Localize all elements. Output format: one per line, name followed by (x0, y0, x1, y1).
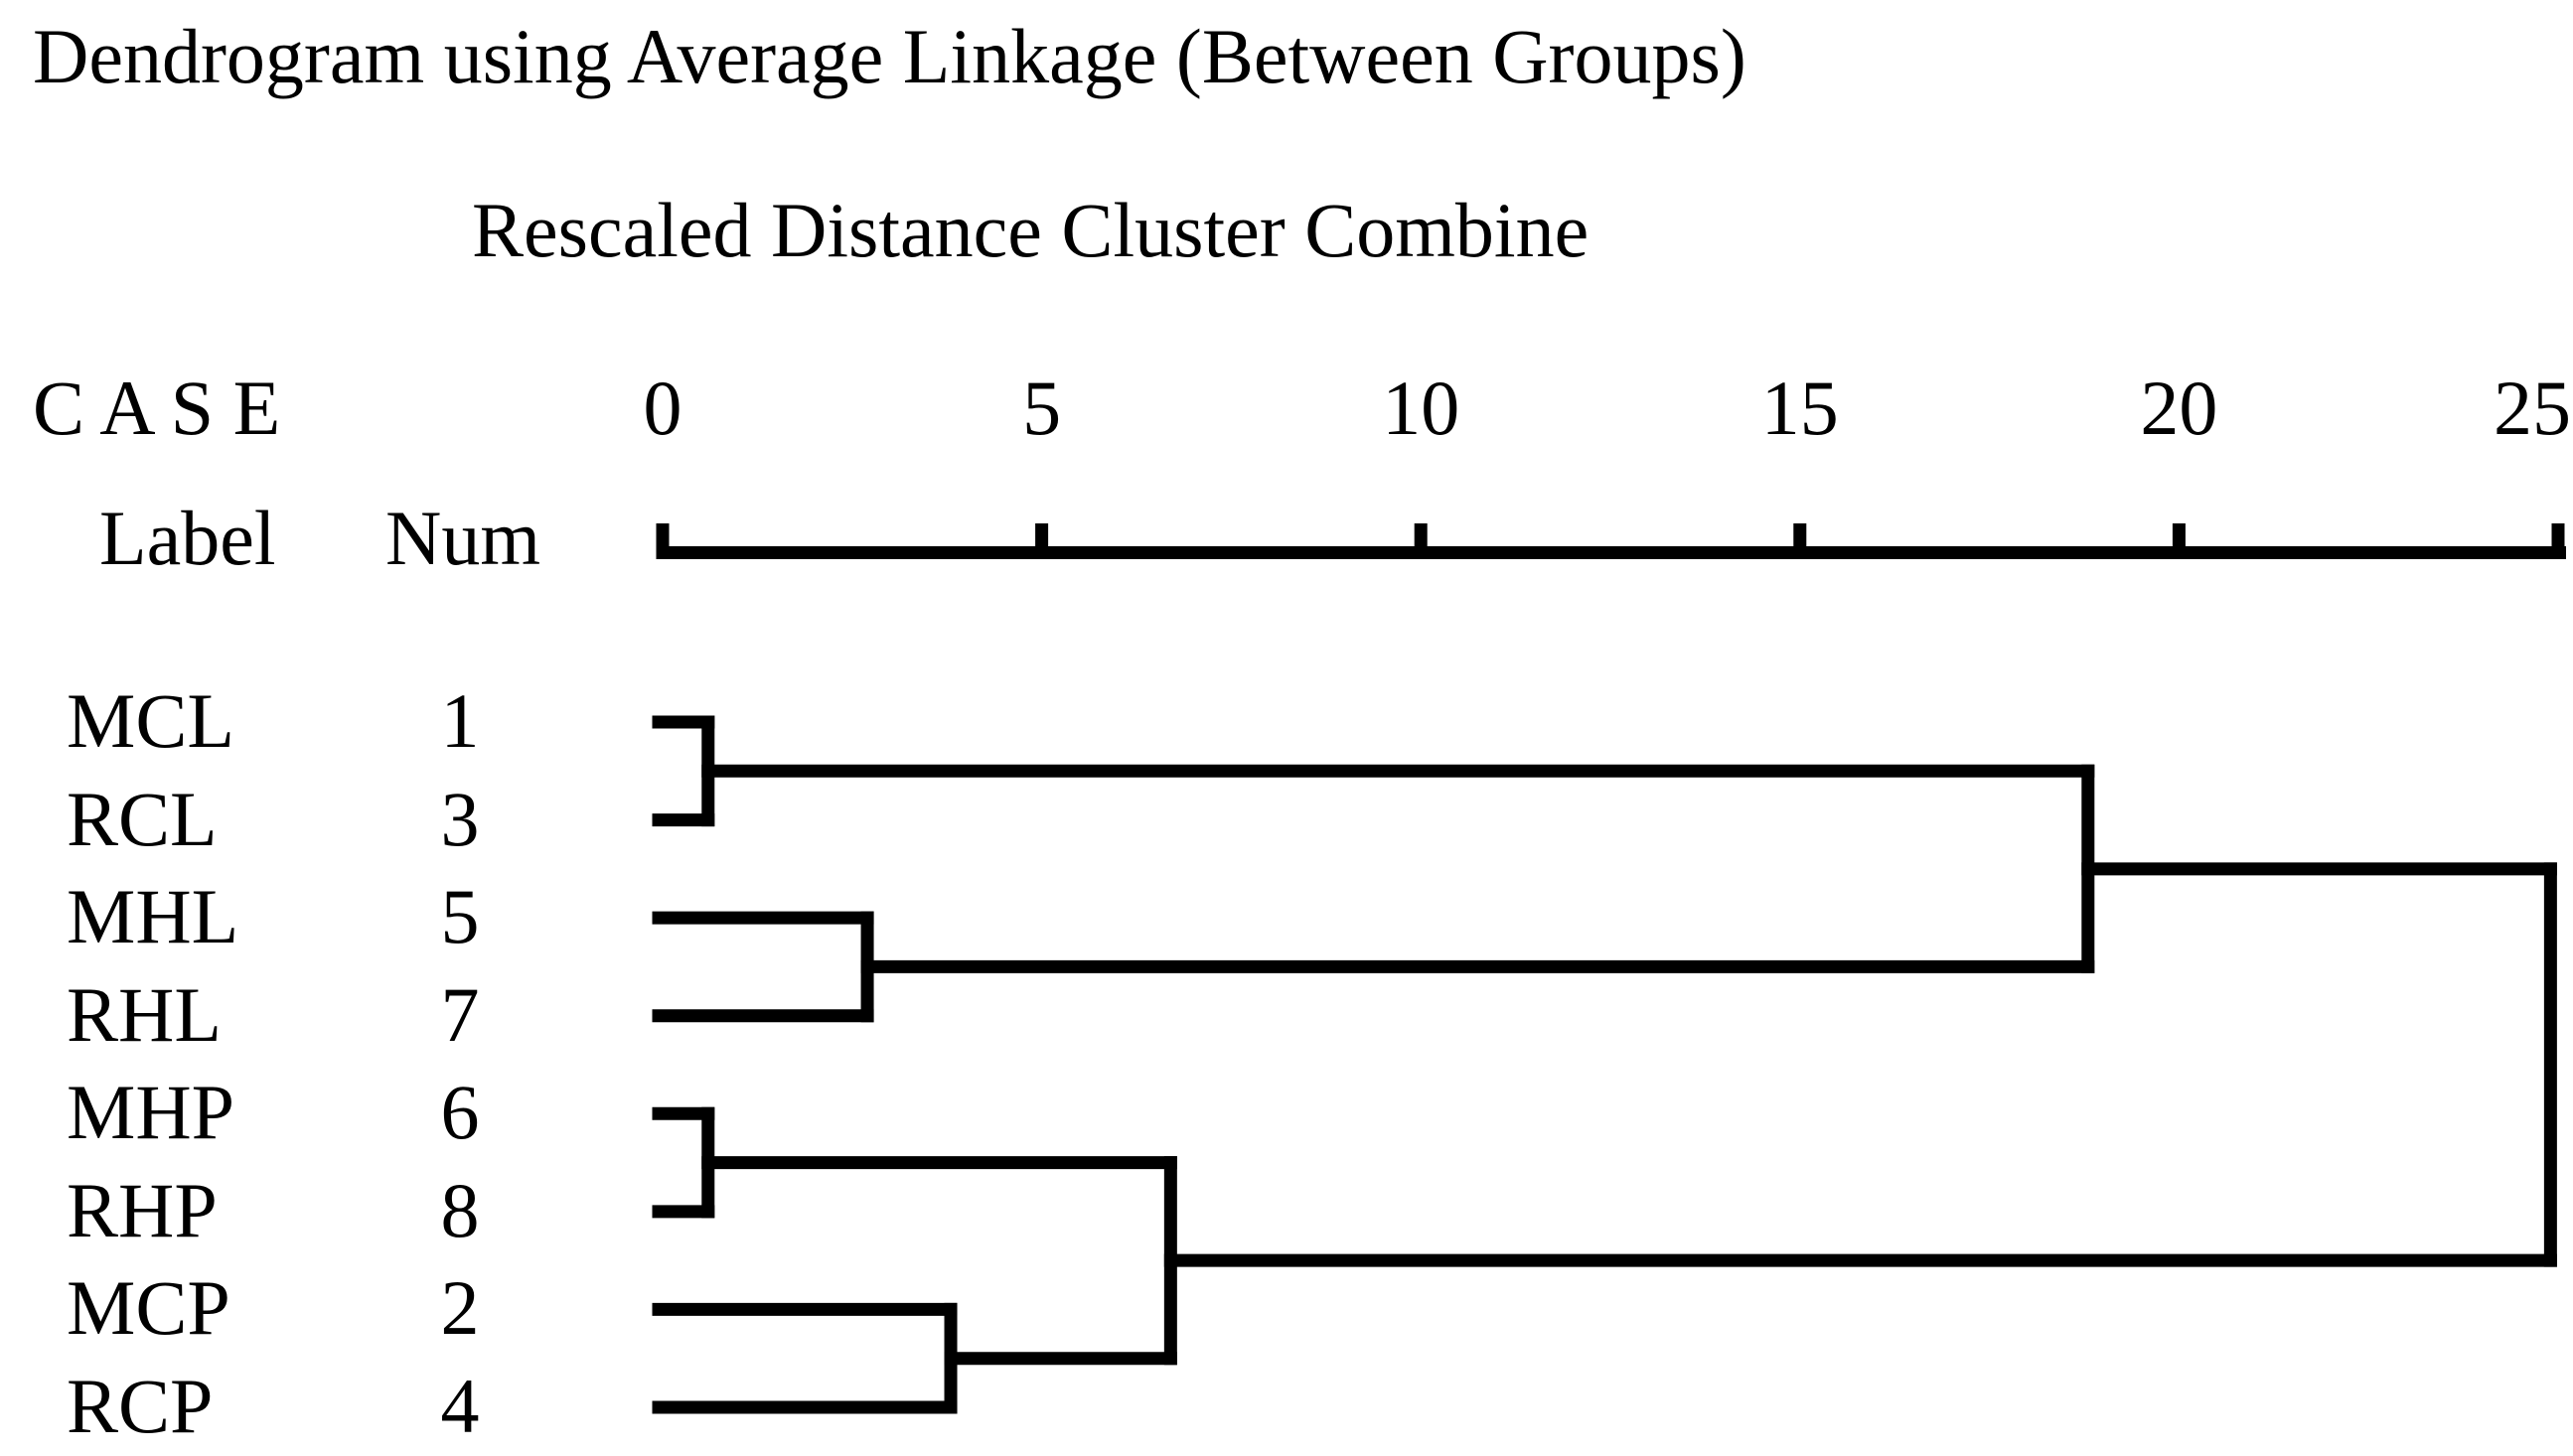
axis-tick-mark (1793, 523, 1807, 559)
leaf-label: MHL (67, 873, 239, 960)
leaf-num: 1 (440, 677, 480, 764)
axis-baseline (656, 546, 2566, 559)
leaf-num: 7 (440, 970, 480, 1058)
column-header-label: Label (99, 495, 276, 581)
leaf-num: 3 (440, 775, 480, 862)
axis-tick-mark (2172, 523, 2186, 559)
leaf-num: 6 (440, 1069, 480, 1156)
axis-tick-mark (1035, 523, 1049, 559)
axis-tick-label: 0 (643, 364, 682, 451)
axis-tick-mark (656, 523, 670, 559)
axis-tick-label: 25 (2494, 364, 2571, 451)
leaf-num: 8 (440, 1166, 480, 1253)
axis-tick-label: 10 (1382, 364, 1460, 451)
leaf-label: MCL (67, 677, 235, 764)
axis-tick-label: 5 (1022, 364, 1062, 451)
leaf-label: RHL (67, 970, 222, 1058)
distance-axis (656, 523, 2566, 559)
column-header-num: Num (385, 495, 540, 581)
axis-tick-label: 15 (1760, 364, 1839, 451)
axis-tick-label: 20 (2140, 364, 2218, 451)
axis-tick-mark (1414, 523, 1428, 559)
axis-tick-mark (2551, 523, 2565, 559)
leaf-label: RHP (67, 1166, 218, 1253)
leaf-label: MHP (67, 1069, 235, 1156)
dendrogram-tree (652, 715, 2557, 1414)
page-title: Dendrogram using Average Linkage (Betwee… (33, 13, 1746, 99)
leaf-num: 4 (440, 1362, 480, 1449)
leaf-num: 5 (440, 873, 480, 960)
leaf-num: 2 (440, 1264, 480, 1352)
leaf-label: RCP (67, 1362, 214, 1449)
leaf-label: MCP (67, 1264, 230, 1352)
case-header: C A S E (33, 364, 281, 451)
leaf-label: RCL (67, 775, 218, 862)
chart-subtitle: Rescaled Distance Cluster Combine (472, 187, 1589, 273)
